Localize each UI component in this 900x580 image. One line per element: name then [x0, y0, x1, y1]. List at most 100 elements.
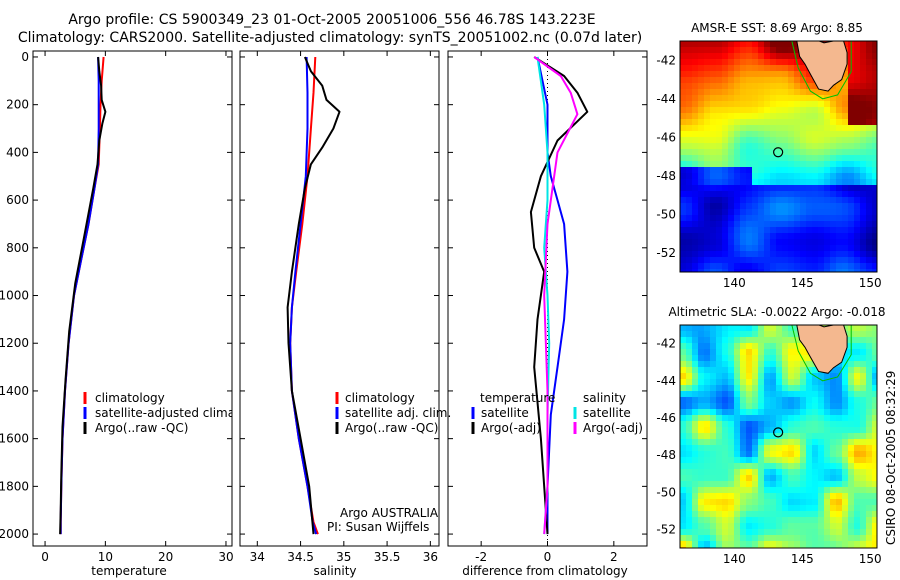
- map-cell: [752, 439, 759, 446]
- map-cell: [806, 173, 813, 180]
- map-cell: [800, 179, 807, 186]
- map-cell: [758, 221, 765, 228]
- map-cell: [866, 439, 873, 446]
- map-cell: [698, 137, 705, 144]
- map-cell: [758, 421, 765, 428]
- map-cell: [818, 215, 825, 222]
- map-cell: [800, 251, 807, 258]
- map-cell: [692, 197, 699, 204]
- map-cell: [788, 391, 795, 398]
- map-cell: [704, 523, 711, 530]
- map-cell: [692, 155, 699, 162]
- map-cell: [788, 41, 795, 48]
- map-cell: [728, 349, 735, 356]
- map-cell: [812, 529, 819, 536]
- map-cell: [692, 385, 699, 392]
- map-cell: [752, 191, 759, 198]
- map-cell: [752, 59, 759, 66]
- map-cell: [734, 331, 741, 338]
- map-cell: [842, 457, 849, 464]
- map-cell: [734, 257, 741, 264]
- map-cell: [782, 125, 789, 132]
- salinity-axis-label: salinity: [313, 564, 356, 578]
- map-cell: [692, 89, 699, 96]
- map-cell: [728, 445, 735, 452]
- map-cell: [770, 119, 777, 126]
- map-cell: [812, 505, 819, 512]
- map-cell: [728, 361, 735, 368]
- map-cell: [812, 421, 819, 428]
- map-cell: [788, 221, 795, 228]
- map-cell: [680, 409, 687, 416]
- map-cell: [740, 511, 747, 518]
- map-cell: [698, 373, 705, 380]
- map-cell: [854, 269, 861, 272]
- map-cell: [758, 263, 765, 270]
- map-cell: [794, 511, 801, 518]
- map-cell: [842, 239, 849, 246]
- map-cell: [698, 367, 705, 374]
- map-cell: [746, 373, 753, 380]
- map-cell: [812, 185, 819, 192]
- legend-label-sal-argo: Argo(-adj): [583, 421, 643, 435]
- map-cell: [866, 415, 873, 422]
- map-cell: [746, 101, 753, 108]
- map-cell: [866, 71, 873, 78]
- map-cell: [806, 505, 813, 512]
- map-cell: [836, 523, 843, 530]
- map-cell: [776, 227, 783, 234]
- map-cell: [716, 487, 723, 494]
- map-cell: [734, 191, 741, 198]
- map-cell: [848, 143, 855, 150]
- map-cell: [818, 463, 825, 470]
- map-cell: [728, 391, 735, 398]
- map-cell: [776, 343, 783, 350]
- map-cell: [866, 379, 873, 386]
- map-cell: [734, 469, 741, 476]
- map-cell: [728, 53, 735, 60]
- map-cell: [788, 481, 795, 488]
- map-cell: [860, 185, 867, 192]
- map-cell: [866, 481, 873, 488]
- map-cell: [866, 421, 873, 428]
- map-cell: [860, 343, 867, 350]
- map-cell: [866, 505, 873, 512]
- map-cell: [770, 101, 777, 108]
- map-cell: [680, 331, 687, 338]
- map-cell: [692, 379, 699, 386]
- map-cell: [758, 95, 765, 102]
- map-cell: [854, 125, 861, 132]
- map-cell: [800, 209, 807, 216]
- map-cell: [860, 517, 867, 524]
- map-cell: [800, 233, 807, 240]
- map-cell: [848, 269, 855, 272]
- map-cell: [866, 227, 873, 234]
- map-cell: [854, 143, 861, 150]
- map-cell: [818, 101, 825, 108]
- float-position-marker: [773, 427, 784, 438]
- map-cell: [722, 463, 729, 470]
- map-cell: [872, 439, 877, 446]
- map-cell: [782, 373, 789, 380]
- map-cell: [728, 263, 735, 270]
- map-cell: [776, 101, 783, 108]
- legend-heading-salinity: salinity: [583, 391, 626, 405]
- map-cell: [866, 523, 873, 530]
- map-cell: [746, 367, 753, 374]
- map-cell: [770, 191, 777, 198]
- map-cell: [686, 191, 693, 198]
- map-cell: [794, 71, 801, 78]
- map-cell: [758, 523, 765, 530]
- map-cell: [770, 421, 777, 428]
- map-cell: [848, 155, 855, 162]
- map-cell: [848, 167, 855, 174]
- map-cell: [680, 385, 687, 392]
- map-cell: [722, 439, 729, 446]
- map-cell: [872, 251, 877, 258]
- map-cell: [752, 355, 759, 362]
- map-cell: [686, 239, 693, 246]
- map-cell: [764, 337, 771, 344]
- tasmania-landmass: [796, 325, 848, 374]
- map-cell: [686, 137, 693, 144]
